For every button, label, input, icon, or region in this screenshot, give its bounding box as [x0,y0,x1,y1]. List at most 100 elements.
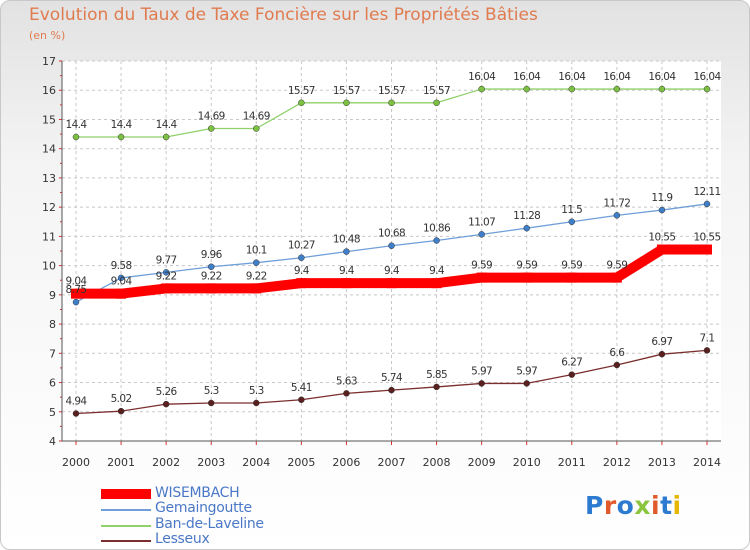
axes: 4 5 6 7 8 9 10 11 12 13 14 15 16 17 2000 2001 2002 2003 20… [42,55,721,469]
data-label-ban-de-laveline: 16.04 [693,71,721,83]
data-point-wisembach [116,288,127,299]
data-label-gemaingoutte: 11.07 [468,216,495,228]
data-point-gemaingoutte [253,259,260,266]
chart-title: Evolution du Taux de Taxe Foncière sur l… [29,5,538,25]
data-point-ban-de-laveline [433,99,440,107]
data-point-wisembach [71,288,81,299]
data-label-lesseux: 5.02 [111,393,132,405]
data-label-ban-de-laveline: 16.04 [558,71,586,83]
data-label-lesseux: 6.97 [651,336,672,348]
x-tick-label: 2009 [468,456,496,469]
data-point-gemaingoutte [298,254,305,261]
data-point-wisembach [251,283,262,294]
data-point-ban-de-laveline [478,85,485,93]
x-tick-label: 2000 [62,456,90,469]
data-label-gemaingoutte: 10.27 [288,240,315,252]
data-point-wisembach [611,272,622,283]
x-tick-label: 2004 [242,456,270,469]
data-label-lesseux: 6.27 [561,357,582,369]
grid [62,60,721,442]
data-point-wisembach [341,278,352,289]
y-tick-label: 7 [49,347,56,360]
y-tick-label: 8 [49,318,56,331]
y-tick-label: 16 [42,84,56,97]
data-label-wisembach: 9.59 [561,260,582,272]
data-label-gemaingoutte: 10.1 [246,245,267,257]
y-tick-label: 11 [42,230,56,243]
data-label-gemaingoutte: 9.77 [156,254,177,266]
data-label-gemaingoutte: 11.5 [561,204,582,216]
data-label-wisembach: 9.22 [246,270,267,282]
data-label-lesseux: 5.3 [204,385,219,397]
series-group [71,85,712,417]
x-tick-label: 2001 [107,456,135,469]
data-point-wisembach [161,283,172,294]
x-tick-label: 2014 [693,456,721,469]
unit-label: (en %) [29,29,66,42]
data-label-lesseux: 5.74 [381,372,403,384]
data-label-ban-de-laveline: 16.04 [648,71,676,83]
data-point-wisembach [656,244,667,255]
data-point-gemaingoutte [613,212,621,219]
data-label-lesseux: 5.26 [156,386,178,398]
data-label-gemaingoutte: 11.72 [603,197,630,209]
data-point-ban-de-laveline [117,133,125,141]
data-label-wisembach: 9.59 [516,260,537,272]
data-point-wisembach [702,244,712,255]
data-label-ban-de-laveline: 15.57 [288,85,315,97]
data-point-gemaingoutte [658,206,666,214]
legend-label: Ban-de-Laveline [155,516,264,532]
logo-letter: P [585,491,604,520]
data-label-gemaingoutte: 9.96 [201,249,223,261]
data-labels: 8.75 9.58 9.77 9.96 10.1 10.27 10.48 10.68 10.86… [66,71,723,407]
data-point-lesseux [162,400,170,408]
legend-label: WISEMBACH [155,485,240,501]
data-point-gemaingoutte [388,242,395,249]
data-point-lesseux [703,347,711,354]
logo-letter: r [603,491,617,520]
data-label-ban-de-laveline: 14.4 [156,119,178,131]
data-label-ban-de-laveline: 16.04 [468,71,496,83]
data-label-wisembach: 9.22 [156,270,177,282]
x-tick-label: 2010 [513,456,541,469]
data-point-wisembach [206,283,217,294]
data-point-lesseux [343,390,350,397]
data-point-ban-de-laveline [388,99,395,107]
data-label-wisembach: 9.4 [429,265,445,277]
data-label-gemaingoutte: 10.86 [423,222,451,234]
data-label-wisembach: 9.59 [471,260,492,272]
data-point-lesseux [523,380,530,387]
data-point-gemaingoutte [478,231,485,238]
data-point-lesseux [388,386,395,394]
data-point-ban-de-laveline [658,85,666,93]
data-label-ban-de-laveline: 14.69 [198,111,225,123]
data-label-ban-de-laveline: 14.69 [243,111,270,123]
data-point-ban-de-laveline [703,85,711,93]
data-point-wisembach [476,272,487,283]
y-tick-label: 13 [42,172,56,185]
data-point-lesseux [117,407,125,415]
data-label-lesseux: 5.41 [291,382,312,394]
data-point-gemaingoutte [523,224,530,232]
data-point-lesseux [658,350,666,358]
y-tick-label: 14 [42,143,56,156]
legend-swatch [101,509,151,511]
data-label-lesseux: 5.97 [471,365,492,377]
data-point-gemaingoutte [207,263,215,271]
data-point-gemaingoutte [72,298,80,306]
data-point-lesseux [568,371,576,378]
data-point-ban-de-laveline [343,99,350,107]
x-tick-label: 2003 [197,456,225,469]
data-label-lesseux: 6.6 [609,347,625,359]
plot-area [62,61,721,441]
data-point-wisembach [386,278,397,289]
y-tick-label: 17 [42,55,56,68]
data-label-wisembach: 9.04 [111,276,133,288]
x-tick-label: 2005 [287,456,315,469]
x-tick-label: 2013 [648,456,676,469]
data-label-ban-de-laveline: 16.04 [513,71,541,83]
legend-label: Lesseux [155,531,210,547]
data-label-wisembach: 9.22 [201,270,222,282]
data-label-lesseux: 7.1 [700,332,715,344]
